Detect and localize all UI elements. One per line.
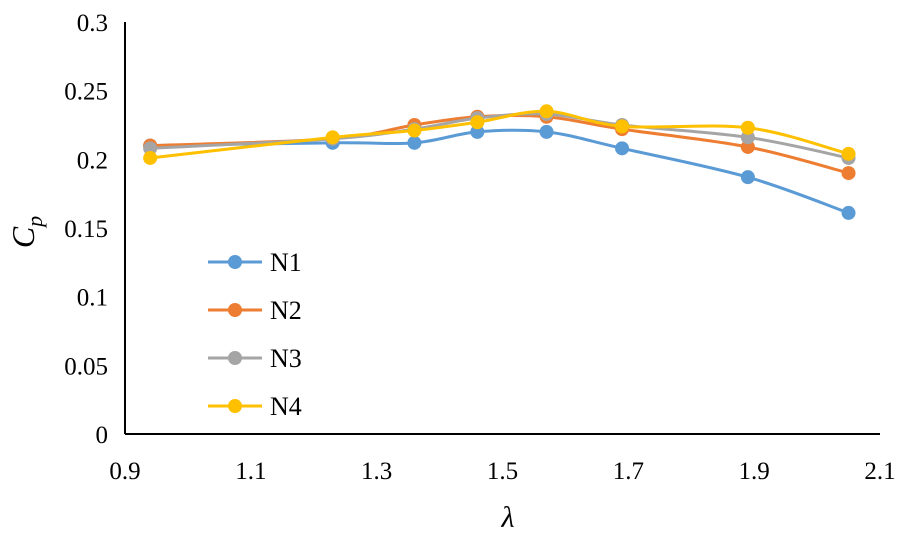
- data-point-n1: [470, 124, 485, 139]
- legend: N1 N2 N3 N4: [208, 248, 302, 421]
- data-point-n1: [841, 205, 856, 220]
- x-tick-label: 1.5: [487, 458, 518, 485]
- legend-marker-n3: [228, 351, 242, 365]
- data-point-n1: [539, 124, 554, 139]
- data-point-n1: [407, 135, 422, 150]
- data-point-n1: [615, 141, 630, 156]
- x-tick-label: 1.3: [361, 458, 392, 485]
- x-tick-label: 0.9: [109, 458, 140, 485]
- series-group: [143, 104, 856, 220]
- data-point-n4: [470, 115, 485, 130]
- legend-marker-n2: [228, 303, 242, 317]
- data-point-n4: [615, 119, 630, 134]
- axes: [124, 22, 880, 435]
- legend-label-n1: N1: [270, 248, 302, 277]
- data-point-n3: [143, 141, 158, 156]
- data-point-n3: [740, 130, 755, 145]
- y-tick-labels: 0 0.05 0.1 0.15 0.2 0.25 0.3: [64, 10, 108, 449]
- series-n4: [143, 104, 856, 165]
- legend-label-n3: N3: [270, 344, 302, 373]
- data-point-n4: [740, 120, 755, 135]
- legend-item-n2: N2: [208, 296, 302, 325]
- data-point-n2: [740, 139, 755, 154]
- x-tick-label: 2.1: [864, 458, 895, 485]
- y-tick-label: 0.25: [64, 79, 108, 106]
- y-axis-title: Cp: [5, 216, 47, 248]
- series-n3: [143, 107, 856, 165]
- legend-item-n4: N4: [208, 392, 302, 421]
- x-tick-labels: 0.9 1.1 1.3 1.5 1.7 1.9 2.1: [109, 458, 895, 485]
- x-tick-label: 1.7: [613, 458, 644, 485]
- y-tick-label: 0.15: [64, 216, 108, 243]
- y-tick-label: 0.05: [64, 353, 108, 380]
- legend-marker-n4: [228, 399, 242, 413]
- y-axis-title-subscript: p: [22, 216, 47, 229]
- y-tick-label: 0: [96, 422, 109, 449]
- legend-label-n4: N4: [270, 392, 302, 421]
- x-axis-title: λ: [501, 501, 515, 534]
- y-tick-label: 0.2: [77, 147, 108, 174]
- legend-item-n3: N3: [208, 344, 302, 373]
- data-point-n4: [143, 150, 158, 165]
- legend-item-n1: N1: [208, 248, 302, 277]
- x-tick-label: 1.9: [739, 458, 770, 485]
- data-point-n4: [407, 123, 422, 138]
- data-point-n2: [841, 166, 856, 181]
- data-point-n4: [539, 104, 554, 119]
- y-tick-label: 0.1: [77, 285, 108, 312]
- legend-label-n2: N2: [270, 296, 302, 325]
- y-axis-title-base: C: [5, 226, 41, 248]
- legend-marker-n1: [228, 255, 242, 269]
- data-point-n1: [740, 170, 755, 185]
- data-point-n4: [841, 146, 856, 161]
- data-point-n4: [325, 130, 340, 145]
- x-tick-label: 1.1: [235, 458, 266, 485]
- y-tick-label: 0.3: [77, 10, 108, 37]
